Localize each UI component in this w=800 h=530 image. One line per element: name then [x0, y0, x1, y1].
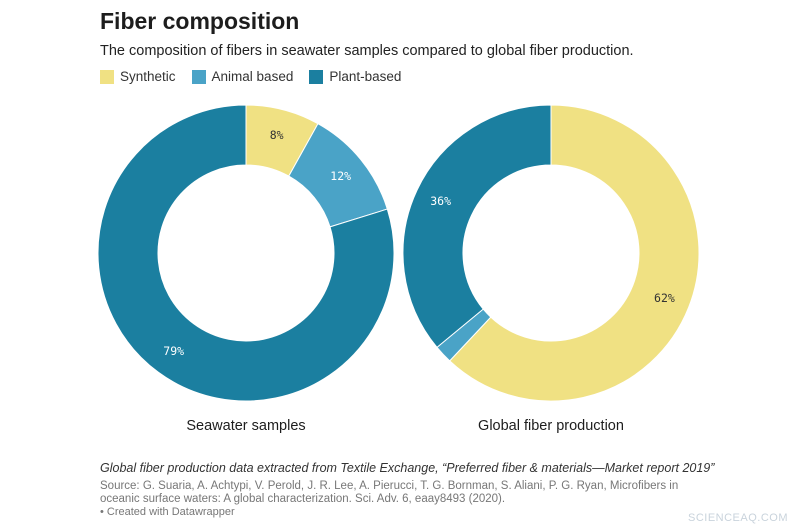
legend-item-animal: Animal based [191, 69, 294, 84]
chart-subtitle: The composition of fibers in seawater sa… [100, 43, 634, 59]
chart-title: Fiber composition [100, 8, 300, 34]
global-fiber-production-slice-plant-based [402, 104, 552, 349]
legend-label-animal: Animal based [211, 69, 294, 84]
legend-swatch-animal [191, 69, 206, 84]
legend-item-synthetic: Synthetic [100, 69, 176, 84]
global-fiber-production-slice-synthetic [448, 104, 700, 402]
seawater-samples-caption: Seawater samples [186, 418, 305, 434]
legend-swatch-plant [309, 69, 324, 84]
seawater-samples-label-animal-based: 12% [330, 169, 351, 183]
donut-charts: 8% 12% 79% Seawater samples 62% 36% Global fib… [97, 104, 700, 434]
data-note: Global fiber production data extracted f… [100, 461, 715, 475]
legend-label-plant: Plant-based [329, 69, 402, 84]
legend-label-synthetic: Synthetic [120, 69, 176, 84]
seawater-samples-label-plant-based: 79% [163, 344, 184, 358]
global-fiber-production-caption: Global fiber production [478, 418, 624, 434]
seawater-samples-slice-plant-based [97, 104, 395, 402]
seawater-samples-label-synthetic: 8% [270, 128, 284, 142]
legend-swatch-synthetic [100, 69, 114, 84]
watermark: SCIENCEAQ.COM [687, 512, 788, 524]
global-fiber-production-label-synthetic: 62% [654, 291, 675, 305]
source-text: Source: G. Suaria, A. Achtypi, V. Perold… [100, 480, 679, 505]
legend: Synthetic Animal based Plant-based [100, 69, 401, 84]
global-fiber-production-label-plant-based: 36% [430, 194, 451, 208]
credit-text: • Created with Datawrapper [100, 506, 235, 518]
legend-item-plant: Plant-based [309, 69, 401, 84]
